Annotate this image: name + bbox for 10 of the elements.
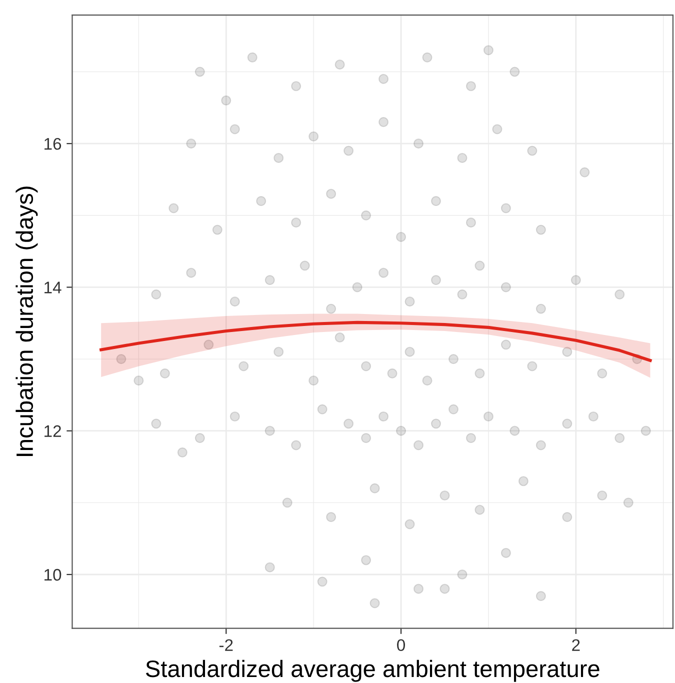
x-axis-title: Standardized average ambient temperature [146, 660, 600, 682]
line-series [100, 320, 652, 362]
y-tick-label: 14 [44, 282, 62, 294]
y-tick-label: 16 [44, 138, 62, 150]
y-axis-title: Incubation duration (days) [16, 186, 38, 456]
y-tick-label: 10 [44, 568, 62, 581]
y-tick-label: 12 [44, 425, 61, 437]
x-tick-label: 0 [397, 639, 406, 652]
x-tick-label: -2 [219, 639, 233, 651]
x-tick-label: 2 [572, 639, 580, 651]
